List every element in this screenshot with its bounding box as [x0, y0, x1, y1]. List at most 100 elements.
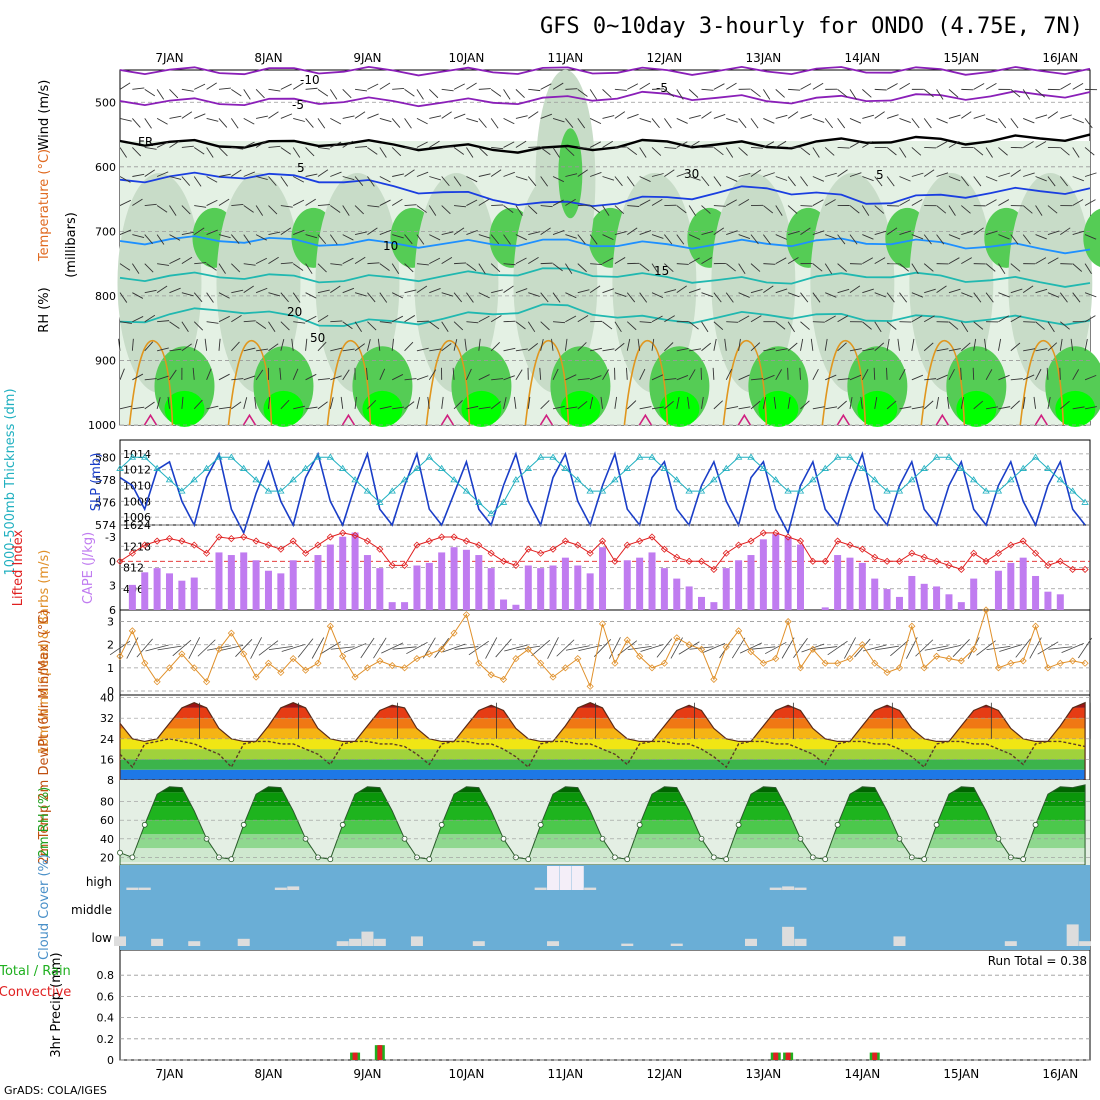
wind-barb	[837, 147, 850, 149]
rh-2m-panel: 20 40 60 80	[100, 780, 1090, 866]
wind-barb-10m	[976, 640, 996, 656]
wind-barb	[948, 321, 959, 330]
wind-barb	[119, 82, 131, 90]
wind-barb	[293, 117, 305, 122]
isotherm-label: 15	[654, 264, 669, 278]
wind-barb-10m	[250, 637, 262, 659]
lifted-index-point	[660, 545, 668, 553]
cloud-bar	[1079, 941, 1092, 946]
thickness-point	[710, 476, 718, 483]
cape-bar	[759, 539, 767, 610]
cloud-bar	[769, 887, 782, 890]
wind-barb	[763, 263, 776, 265]
thickness-point	[660, 464, 669, 471]
wind-speed-point	[326, 622, 334, 630]
wind-barb	[144, 147, 157, 150]
wind-barb	[157, 347, 169, 352]
precip-convective-bar	[377, 1045, 383, 1060]
wind-barb	[466, 147, 474, 158]
cape-bar	[599, 547, 607, 610]
lifted-index-point	[1019, 537, 1027, 545]
wind-speed-point	[759, 659, 767, 667]
wind-barb	[478, 118, 487, 128]
wind-barb	[837, 288, 850, 294]
wind-barb	[1023, 117, 1035, 124]
lifted-index-point	[710, 565, 718, 574]
wind-barb	[218, 373, 230, 381]
lifted-index-point	[1007, 541, 1015, 549]
cloud-bar	[571, 866, 584, 890]
wind-barb	[169, 369, 177, 381]
panel-frame	[119, 609, 1091, 696]
wind-barb	[490, 315, 502, 323]
wind-barb	[985, 176, 998, 182]
wind-barb	[255, 140, 267, 148]
lifted-index-point	[326, 533, 334, 541]
wind-barb	[775, 234, 787, 240]
level-tick-label: 600	[95, 161, 116, 174]
wind-barb-10m	[827, 640, 848, 656]
wind-barb	[181, 231, 194, 236]
cape-bar	[1044, 591, 1052, 610]
wind-barb	[800, 227, 811, 235]
wind-barb	[490, 263, 501, 273]
isotherm-label: FR	[138, 135, 153, 149]
wind-barb-10m	[392, 646, 417, 650]
wind-barb	[614, 111, 626, 119]
wind-barb	[317, 315, 329, 323]
rh-point	[525, 856, 532, 863]
wind-barb	[355, 88, 368, 92]
panel-labels: Wind (m/s)Temperature (°C) RH (%) (milliba…	[0, 80, 104, 1058]
cape-bar	[314, 555, 322, 610]
cape-bar	[772, 534, 780, 610]
wind-barb	[293, 229, 305, 236]
wind-barb	[911, 263, 919, 274]
wind-barb	[193, 399, 203, 410]
wind-barb-10m	[1048, 646, 1073, 650]
cloud-bar	[349, 938, 362, 946]
wind-barb	[218, 173, 231, 177]
wind-barb	[1072, 82, 1084, 90]
lifted-index-point	[128, 549, 136, 557]
cape-bar	[289, 560, 297, 610]
wind-barb	[1022, 141, 1034, 148]
cape-bar	[141, 572, 149, 610]
wind-barb	[193, 292, 203, 303]
wind-barb	[936, 172, 949, 177]
wind-barb	[911, 374, 924, 381]
cape-tick-label: 812	[123, 562, 144, 575]
wind-barb	[924, 288, 936, 294]
wind-barb	[243, 89, 251, 100]
wind-speed-point	[1081, 659, 1089, 667]
isotherm-35	[341, 413, 356, 426]
wind-barb	[874, 396, 878, 409]
wind-barb	[972, 367, 975, 380]
wind-barb	[565, 198, 576, 206]
rh-line	[119, 784, 1086, 866]
rh-point	[1032, 821, 1039, 828]
rh-point	[327, 856, 334, 863]
wind-barb	[825, 199, 836, 206]
wind-barb	[231, 88, 242, 97]
wind-barb	[453, 400, 463, 410]
thickness-point	[809, 476, 817, 483]
wind-barb	[750, 378, 763, 381]
wind-barb-10m	[999, 644, 1023, 652]
lifted-index-point	[165, 535, 174, 543]
isotherm-30	[920, 339, 966, 426]
wind-barb	[218, 338, 221, 351]
wind-barb	[911, 406, 924, 410]
wind-barb	[367, 321, 377, 331]
wind-barb	[144, 314, 156, 323]
wind-barb-10m	[937, 644, 961, 652]
wind-barb	[218, 292, 230, 299]
wind-speed-point	[673, 634, 681, 642]
wind-barb-10m	[297, 638, 314, 658]
wind-barb	[490, 118, 499, 129]
thickness-point	[994, 487, 1003, 494]
wind-barb	[676, 141, 688, 148]
wind-barb	[528, 343, 539, 352]
wind-barb	[936, 89, 944, 100]
lifted-index-point	[240, 533, 248, 541]
wind-barb	[330, 263, 343, 266]
